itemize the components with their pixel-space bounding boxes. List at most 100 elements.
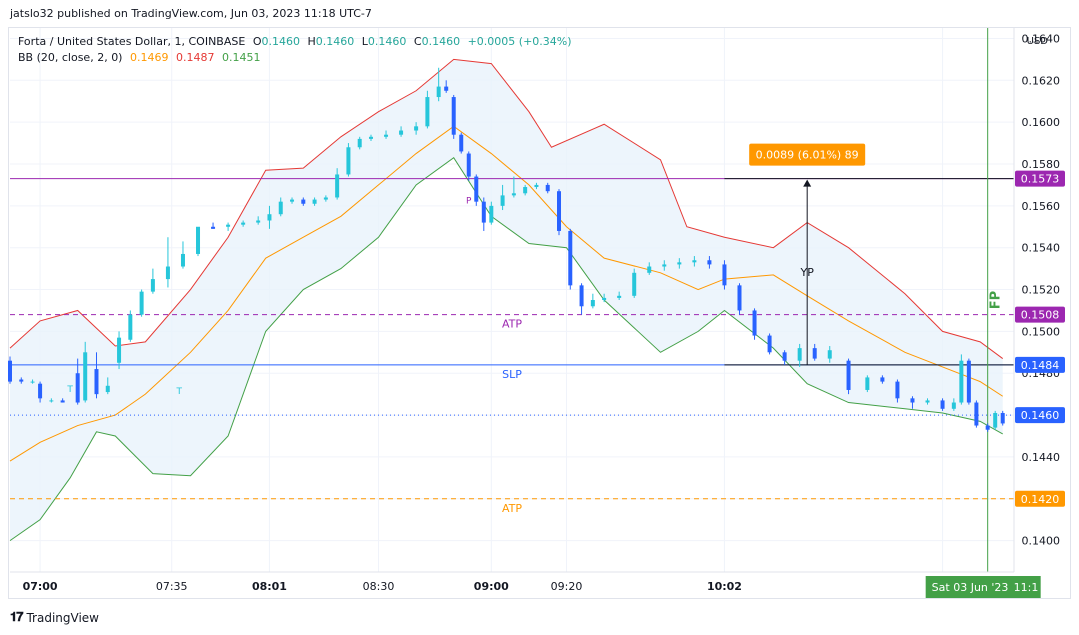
candle-body[interactable] — [722, 264, 727, 286]
candle-body[interactable] — [707, 260, 712, 265]
candle-body[interactable] — [335, 174, 340, 198]
candle-body[interactable] — [511, 193, 516, 196]
time-tick: 09:00 — [474, 580, 509, 593]
level-atp-upper-tag[interactable] — [1015, 306, 1065, 323]
candle-body[interactable] — [602, 297, 607, 300]
candle-body[interactable] — [966, 360, 971, 403]
candle-body[interactable] — [211, 226, 216, 229]
candle-body[interactable] — [523, 187, 528, 194]
price-tick: 0.1540 — [1022, 242, 1061, 255]
candle-body[interactable] — [117, 337, 122, 363]
candle-body[interactable] — [301, 199, 306, 204]
candle-body[interactable] — [557, 191, 562, 231]
candle-body[interactable] — [752, 310, 757, 336]
candle-body[interactable] — [226, 224, 231, 227]
candle-body[interactable] — [128, 314, 133, 340]
candle-body[interactable] — [451, 97, 456, 135]
candle-body[interactable] — [60, 400, 65, 403]
candle-body[interactable] — [466, 153, 471, 177]
candle-body[interactable] — [846, 360, 851, 390]
candle-body[interactable] — [579, 285, 584, 307]
candle-body[interactable] — [38, 383, 43, 399]
candle-body[interactable] — [196, 226, 201, 254]
bb-band-fill — [10, 59, 1003, 541]
candle-body[interactable] — [692, 260, 697, 263]
candle-body[interactable] — [481, 201, 486, 223]
tradingview-footer[interactable]: 𝟏𝟕 TradingView — [10, 610, 99, 625]
measure-label-box[interactable] — [749, 143, 866, 166]
candle-body[interactable] — [94, 369, 99, 395]
candle-body[interactable] — [534, 184, 539, 188]
candle-body[interactable] — [180, 253, 185, 267]
candle-body[interactable] — [399, 130, 404, 135]
candle-body[interactable] — [414, 126, 419, 131]
candle-body[interactable] — [459, 134, 464, 152]
candle-body[interactable] — [357, 138, 362, 148]
legend-symbol: Forta / United States Dollar, 1, COINBAS… — [18, 35, 246, 48]
candle-body[interactable] — [8, 360, 12, 382]
candle-body[interactable] — [30, 381, 35, 383]
candle-body[interactable] — [662, 264, 667, 267]
candle-body[interactable] — [985, 425, 990, 430]
candle-body[interactable] — [568, 230, 573, 286]
candle-body[interactable] — [19, 379, 24, 382]
candle-body[interactable] — [150, 279, 155, 292]
candle-body[interactable] — [290, 199, 295, 202]
candle-body[interactable] — [959, 360, 964, 403]
candle-body[interactable] — [241, 222, 246, 225]
level-atp-lower-tag[interactable] — [1015, 490, 1065, 507]
candle-body[interactable] — [256, 220, 261, 223]
candle-body[interactable] — [474, 176, 479, 202]
candle-body[interactable] — [782, 352, 787, 361]
level-text-atp-upper: ATP — [502, 318, 522, 331]
candle-body[interactable] — [436, 86, 441, 98]
candle-body[interactable] — [278, 201, 283, 215]
candle-body[interactable] — [617, 295, 622, 298]
date-cursor-box[interactable] — [925, 576, 1041, 598]
candle-body[interactable] — [993, 412, 998, 428]
candle-body[interactable] — [797, 348, 802, 361]
candle-body[interactable] — [647, 266, 652, 273]
candle-body[interactable] — [346, 147, 351, 175]
chart-frame — [8, 27, 1071, 599]
candle-body[interactable] — [444, 86, 449, 91]
bb-legend[interactable]: BB (20, close, 2, 0) 0.1469 0.1487 0.145… — [18, 51, 264, 64]
candle-body[interactable] — [267, 214, 272, 221]
candle-body[interactable] — [940, 400, 945, 409]
candle-body[interactable] — [951, 402, 956, 409]
candle-body[interactable] — [895, 381, 900, 399]
bb-lower-line — [9, 157, 1003, 542]
candle-body[interactable] — [83, 352, 88, 401]
candle-body[interactable] — [545, 184, 550, 192]
candle-body[interactable] — [880, 377, 885, 382]
last-price-tag[interactable] — [1015, 407, 1065, 424]
candle-body[interactable] — [590, 300, 595, 307]
candle-body[interactable] — [500, 195, 505, 206]
candle-body[interactable] — [489, 205, 494, 223]
candle-body[interactable] — [49, 400, 54, 402]
candle-body[interactable] — [865, 377, 870, 390]
candle-body[interactable] — [632, 272, 637, 296]
candle-body[interactable] — [105, 385, 110, 393]
legend-o-label: O — [252, 35, 262, 48]
candle-body[interactable] — [827, 350, 832, 359]
candle-body[interactable] — [812, 348, 817, 359]
candle-body[interactable] — [312, 199, 317, 204]
candle-body[interactable] — [165, 266, 170, 280]
candle-body[interactable] — [425, 97, 430, 127]
candle-body[interactable] — [910, 398, 915, 403]
candle-body[interactable] — [974, 402, 979, 426]
candle-body[interactable] — [1000, 412, 1005, 424]
level-tp-tag[interactable] — [1015, 170, 1065, 187]
candle-body[interactable] — [737, 285, 742, 311]
candle-body[interactable] — [925, 400, 930, 403]
candle-body[interactable] — [677, 262, 682, 265]
candle-body[interactable] — [139, 291, 144, 315]
candle-body[interactable] — [767, 335, 772, 353]
candle-body[interactable] — [384, 134, 389, 137]
candle-body[interactable] — [75, 373, 80, 403]
level-slp-tag[interactable] — [1015, 356, 1065, 373]
candle-body[interactable] — [323, 197, 328, 200]
candle-body[interactable] — [368, 136, 373, 139]
